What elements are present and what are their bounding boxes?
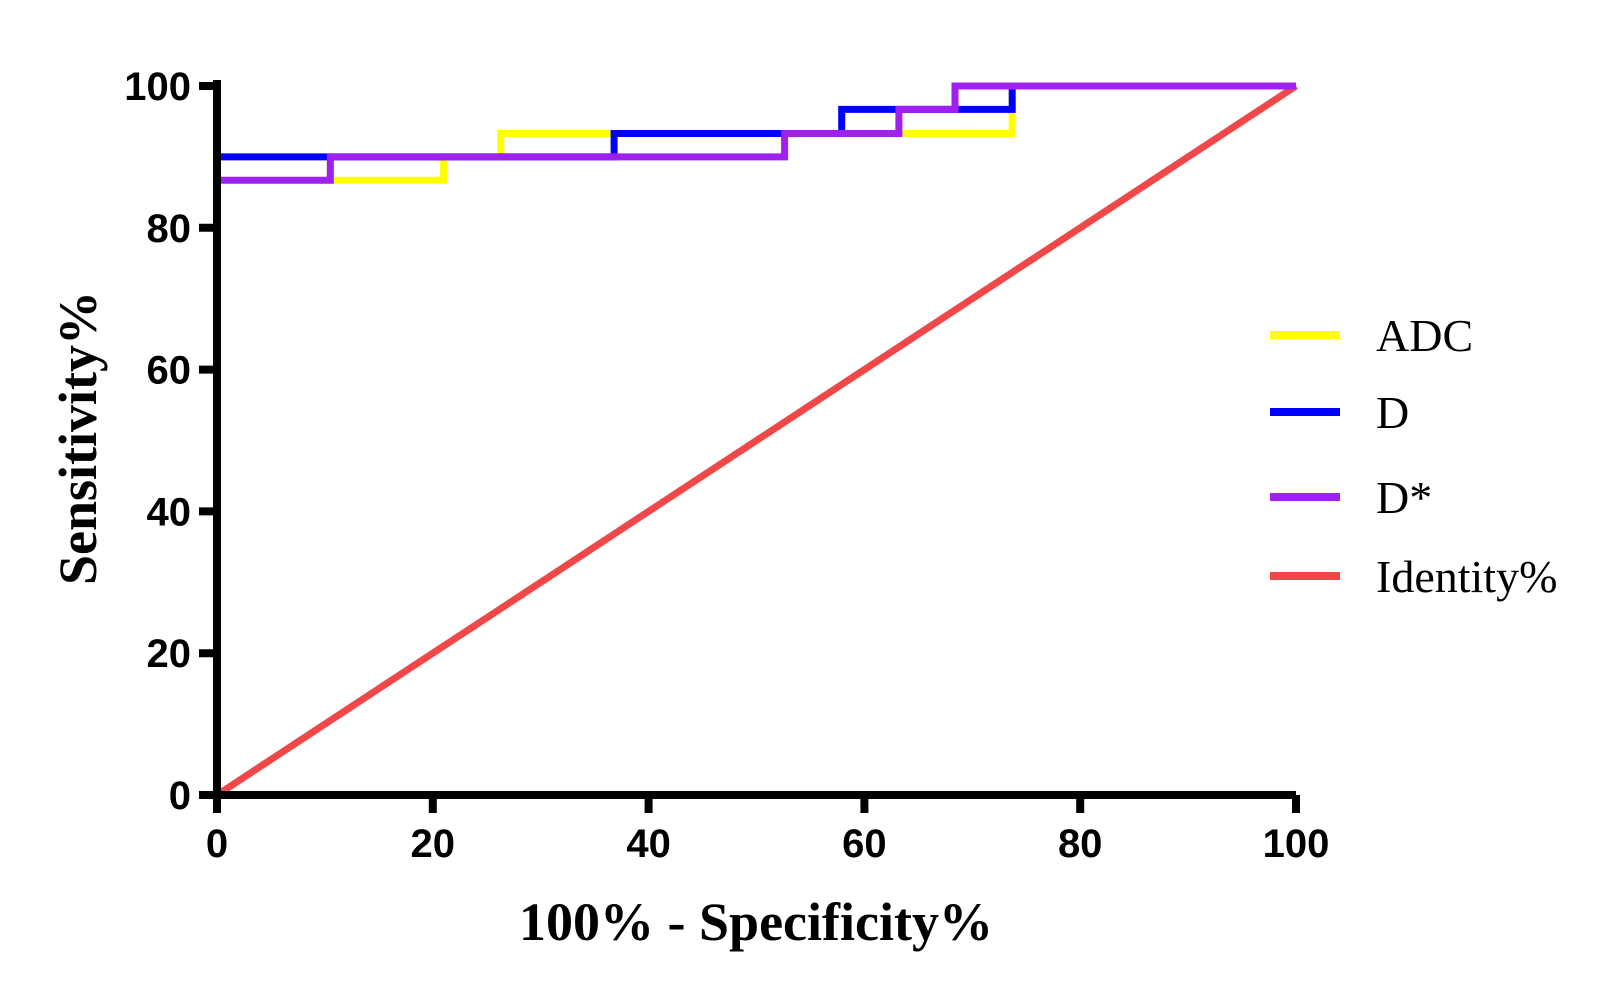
y-tick-label: 20 [147, 632, 192, 676]
series-line-2 [213, 82, 1296, 795]
ticks-layer: 0 20 40 60 80 100 0 20 40 60 80 100 [124, 65, 1329, 866]
axes-layer [213, 80, 1296, 799]
legend-label: ADC [1376, 310, 1473, 361]
legend-label: D* [1376, 472, 1432, 523]
x-tick-label: 40 [626, 822, 671, 866]
legend: ADC D D* Identity% [1270, 310, 1557, 602]
series-layer [213, 82, 1298, 798]
x-tick-label: 0 [206, 822, 228, 866]
x-axis-title: 100% - Specificity% [519, 892, 993, 952]
series-line-1 [213, 82, 1296, 795]
y-axis-title: Sensitivity% [48, 291, 108, 585]
x-tick-label: 100 [1263, 822, 1330, 866]
x-tick-label: 60 [842, 822, 887, 866]
x-tick-label: 20 [411, 822, 456, 866]
y-tick-label: 60 [147, 349, 192, 393]
legend-label: D [1376, 387, 1409, 438]
y-tick-label: 0 [169, 774, 191, 818]
y-tick-label: 80 [147, 207, 192, 251]
x-tick-label: 80 [1058, 822, 1103, 866]
y-tick-label: 100 [124, 65, 191, 109]
legend-label: Identity% [1376, 551, 1557, 602]
series-line-3 [215, 83, 1298, 798]
y-tick-label: 40 [147, 490, 192, 534]
